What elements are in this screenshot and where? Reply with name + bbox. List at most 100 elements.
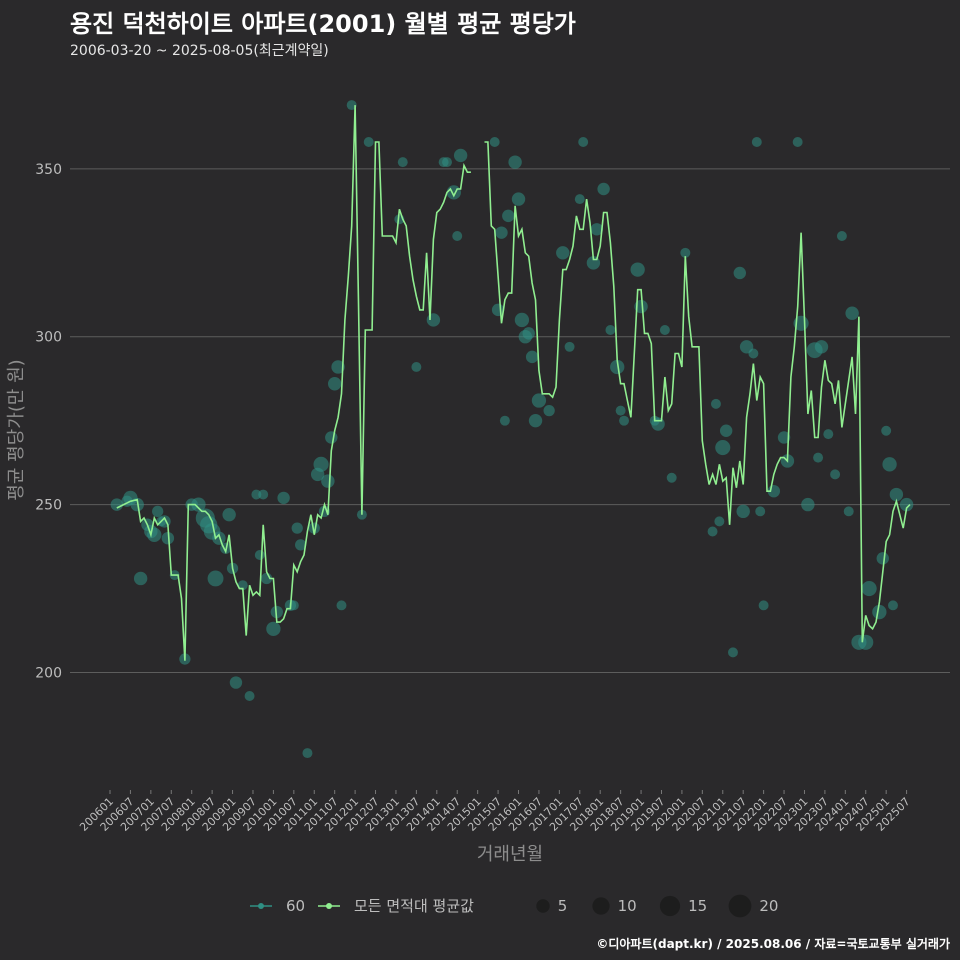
- scatter-point: [161, 531, 175, 545]
- scatter-point: [680, 247, 691, 258]
- scatter-point: [411, 361, 422, 372]
- scatter-point: [426, 313, 441, 327]
- scatter-point: [528, 413, 543, 428]
- scatter-point: [327, 377, 342, 391]
- legend-size-15: [659, 895, 681, 917]
- legend-size-20: [728, 894, 752, 918]
- legend-size-5: [536, 899, 550, 913]
- scatter-point: [836, 231, 847, 241]
- scatter-point: [748, 348, 759, 359]
- scatter-point: [499, 415, 510, 426]
- scatter-point: [715, 439, 731, 456]
- scatter-point: [574, 194, 585, 205]
- scatter-point: [237, 580, 248, 591]
- scatter-point: [397, 157, 408, 168]
- x-tick-labels: 2006012006072007012007072008012008072009…: [77, 790, 913, 834]
- chart-subtitle: 2006-03-20 ~ 2025-08-05(최근계약일): [70, 43, 329, 59]
- scatter-point: [207, 570, 224, 587]
- scatter-point: [489, 137, 500, 147]
- scatter-point: [452, 231, 463, 241]
- y-tick-labels: 200 250 300 350: [35, 162, 62, 682]
- scatter-point: [110, 498, 124, 511]
- chart-caption: ©디아파트(dapt.kr) / 2025.08.06 / 자료=국토교통부 실…: [596, 937, 950, 951]
- scatter-point: [543, 404, 555, 417]
- scatter-point: [858, 634, 874, 650]
- scatter-point: [295, 539, 307, 551]
- scatter-point: [531, 393, 547, 408]
- scatter-point: [605, 325, 616, 335]
- legend-label-60: 60: [286, 897, 305, 915]
- y-tick-label: 200: [35, 665, 62, 681]
- legend-point-60: [258, 903, 264, 909]
- scatter-point: [813, 452, 824, 463]
- scatter-point: [251, 489, 262, 500]
- x-axis-title: 거래년월: [477, 844, 543, 865]
- scatter-point: [714, 516, 725, 527]
- scatter-point: [556, 246, 570, 260]
- legend-size-label: 10: [618, 897, 637, 915]
- scatter-point: [719, 424, 733, 437]
- scatter-point: [564, 341, 575, 352]
- line-layer: [116, 105, 911, 661]
- scatter-point: [751, 137, 762, 147]
- scatter-point: [302, 748, 313, 759]
- scatter-point: [597, 182, 610, 196]
- scatter-point: [578, 137, 589, 147]
- scatter-point: [522, 327, 535, 340]
- scatter-point: [502, 209, 515, 223]
- scatter-point: [258, 489, 269, 500]
- scatter-point: [346, 100, 357, 111]
- average-line: [116, 105, 911, 661]
- scatter-point: [244, 691, 255, 701]
- scatter-point: [511, 192, 526, 206]
- y-axis-title: 평균 평당가(만 원): [6, 359, 27, 500]
- scatter-point: [876, 552, 889, 565]
- scatter-point: [777, 431, 791, 444]
- scatter-point: [254, 550, 265, 560]
- scatter-point: [889, 487, 904, 502]
- scatter-point: [453, 148, 468, 163]
- scatter-points: [110, 100, 914, 759]
- scatter-point: [659, 325, 670, 335]
- scatter-point: [861, 580, 877, 597]
- scatter-point: [514, 312, 530, 328]
- legend-label-avg: 모든 면적대 평균값: [354, 897, 474, 915]
- scatter-point: [758, 600, 769, 611]
- scatter-point: [733, 266, 746, 280]
- scatter-point: [610, 359, 625, 375]
- scatter-point: [710, 398, 721, 409]
- scatter-point: [736, 504, 750, 519]
- scatter-point: [845, 306, 859, 320]
- scatter-point: [152, 505, 164, 517]
- scatter-point: [823, 429, 834, 440]
- scatter-point: [325, 431, 338, 444]
- scatter-point: [882, 457, 897, 472]
- scatter-point: [147, 527, 162, 542]
- scatter-point: [755, 506, 766, 517]
- grid-layer: [70, 168, 950, 673]
- scatter-point: [899, 497, 914, 512]
- scatter-point: [630, 262, 645, 277]
- scatter-point: [308, 522, 320, 534]
- legend-point-avg: [326, 903, 332, 909]
- scatter-point: [615, 405, 626, 416]
- scatter-point: [843, 506, 854, 517]
- scatter-point: [363, 137, 374, 147]
- y-tick-label: 300: [35, 330, 62, 346]
- scatter-point: [336, 600, 347, 611]
- scatter-point: [728, 647, 738, 658]
- scatter-point: [222, 507, 236, 522]
- scatter-point: [321, 474, 335, 488]
- legend-size-label: 20: [759, 897, 778, 915]
- legend-size-label: 5: [558, 897, 568, 915]
- scatter-point: [331, 360, 345, 374]
- scatter-point: [707, 526, 718, 537]
- scatter-point: [508, 155, 522, 169]
- scatter-point: [291, 522, 303, 534]
- scatter-point: [495, 226, 508, 239]
- scatter-point: [266, 621, 281, 636]
- scatter-point: [881, 425, 892, 436]
- legend: 60 모든 면적대 평균값 5 10 15 20: [250, 894, 778, 918]
- scatter-point: [590, 223, 604, 236]
